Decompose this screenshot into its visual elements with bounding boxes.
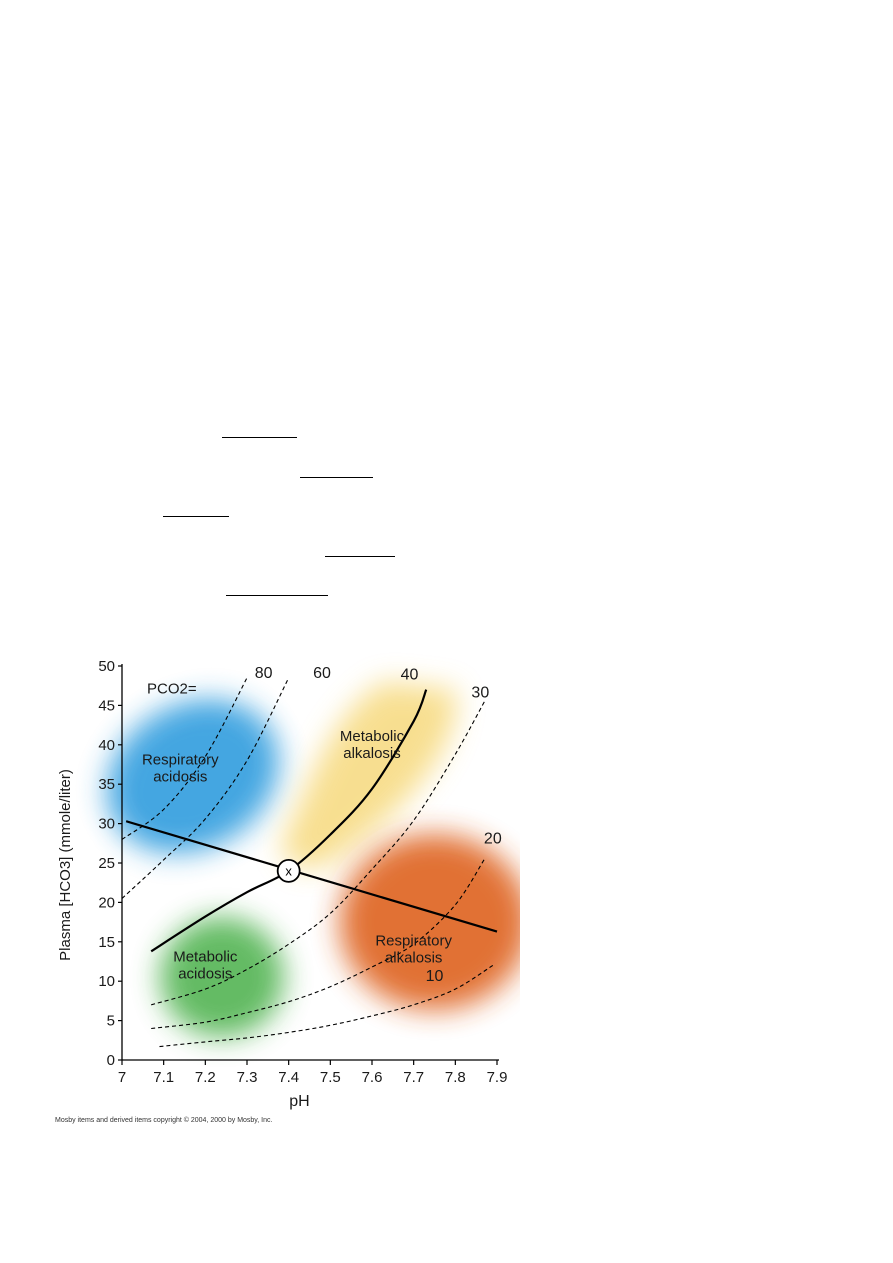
x-tick-label: 7.1 <box>153 1069 174 1086</box>
y-tick-label: 25 <box>98 855 115 872</box>
respiratory-alkalosis-label-line: Respiratory <box>375 933 452 950</box>
x-axis-label: pH <box>289 1093 309 1110</box>
isobar-40 <box>150 689 428 953</box>
y-tick-label: 20 <box>98 894 115 911</box>
isobar-label-60: 60 <box>313 665 331 682</box>
isobar-label-80: 80 <box>255 665 273 682</box>
blank-line-5 <box>226 595 328 596</box>
isobar-layer: 80 60 40 30 20 10 PCO2= <box>121 665 502 1048</box>
respiratory-alkalosis-region <box>339 834 520 1011</box>
isobar-60 <box>121 677 290 899</box>
x-tick-label: 7.9 <box>487 1069 508 1086</box>
isobar-label-40: 40 <box>401 666 419 683</box>
normal-point-label: x <box>285 863 292 878</box>
isobar-10 <box>159 964 494 1048</box>
region-layer <box>106 681 520 1038</box>
respiratory-alkalosis-label: Respiratory alkalosis <box>375 933 452 967</box>
respiratory-acidosis-region <box>106 699 279 854</box>
metabolic-alkalosis-label-line: alkalosis <box>343 745 401 762</box>
y-tick-label: 35 <box>98 776 115 793</box>
metabolic-acidosis-label-line: Metabolic <box>173 949 238 966</box>
metabolic-acidosis-label-line: acidosis <box>178 966 232 983</box>
isobar-label-10: 10 <box>426 968 444 985</box>
x-tick-label: 7.6 <box>362 1069 383 1086</box>
x-tick-label: 7.4 <box>278 1069 299 1086</box>
buffer-line <box>125 820 498 933</box>
y-tick-label: 15 <box>98 934 115 951</box>
y-tick-label: 30 <box>98 816 115 833</box>
metabolic-alkalosis-label: Metabolic alkalosis <box>340 728 405 762</box>
y-tick-label: 40 <box>98 737 115 754</box>
y-axis-label: Plasma [HCO3] (mmole/liter) <box>57 769 74 961</box>
x-tick-label: 7.3 <box>237 1069 258 1086</box>
pco2-label: PCO2= <box>147 681 197 698</box>
y-tick-label: 5 <box>107 1013 115 1030</box>
y-tick-label: 45 <box>98 697 115 714</box>
metabolic-alkalosis-region <box>280 681 457 869</box>
respiratory-alkalosis-label-line: alkalosis <box>385 950 443 967</box>
blank-line-2 <box>300 477 373 478</box>
metabolic-acidosis-region <box>160 917 284 1038</box>
normal-point-marker <box>276 858 301 883</box>
isobar-30 <box>151 701 485 1006</box>
metabolic-alkalosis-label-line: Metabolic <box>340 728 405 745</box>
y-tick-label: 10 <box>98 973 115 990</box>
buffer-line-layer: x <box>125 820 498 933</box>
x-tick-label: 7.5 <box>320 1069 341 1086</box>
blank-line-1 <box>222 437 297 438</box>
x-tick-label: 7.8 <box>445 1069 466 1086</box>
respiratory-acidosis-label-line: acidosis <box>153 769 207 786</box>
isobar-label-20: 20 <box>484 830 502 847</box>
isobar-label-30: 30 <box>471 685 489 702</box>
x-tick-label: 7 <box>118 1069 126 1086</box>
respiratory-acidosis-label: Respiratory acidosis <box>142 752 219 786</box>
isobar-20 <box>151 858 485 1030</box>
metabolic-acidosis-label: Metabolic acidosis <box>173 949 238 983</box>
axes: 0 5 10 15 20 25 30 35 40 45 50 7 7.1 7.2 7.3 7.4 7.5 7.6 7… <box>57 658 507 1110</box>
blank-line-3 <box>163 516 229 517</box>
x-tick-label: 7.2 <box>195 1069 216 1086</box>
y-tick-label: 50 <box>98 658 115 675</box>
respiratory-acidosis-label-line: Respiratory <box>142 752 219 769</box>
blank-line-4 <box>325 556 395 557</box>
copyright-note: Mosby items and derived items copyright … <box>55 1117 273 1124</box>
x-tick-label: 7.7 <box>403 1069 424 1086</box>
acid-base-chart: 0 5 10 15 20 25 30 35 40 45 50 7 7.1 7.2 7.3 7.4 7.5 7.6 7… <box>57 658 520 1110</box>
y-tick-label: 0 <box>107 1052 115 1069</box>
